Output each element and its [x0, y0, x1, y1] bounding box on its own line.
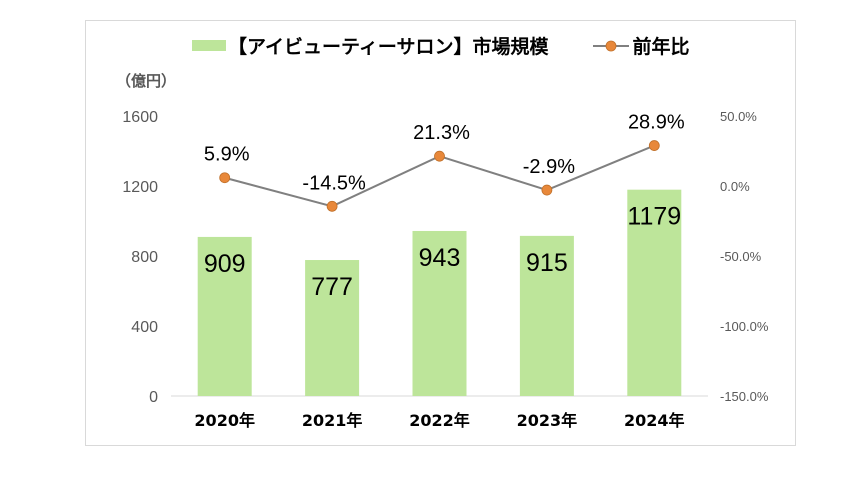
left-axis-tick: 1200 [122, 179, 158, 196]
bar [627, 189, 682, 396]
bar [305, 260, 360, 396]
x-axis-tick: 2022年 [409, 411, 470, 430]
line-data-label: -14.5% [302, 172, 366, 194]
line-marker [326, 200, 338, 212]
bar [197, 236, 252, 396]
right-axis-tick: -50.0% [720, 249, 762, 264]
bar-data-label: 1179 [627, 203, 681, 231]
legend-line-marker-icon [592, 40, 629, 51]
bar [519, 235, 574, 396]
bar-data-label: 943 [419, 244, 461, 272]
line-marker [541, 184, 553, 196]
x-axis-tick: 2020年 [194, 411, 255, 430]
left-axis-tick: 400 [131, 319, 158, 336]
right-axis-tick: 0.0% [720, 179, 750, 194]
bar [412, 230, 467, 396]
x-axis-tick: 2023年 [517, 411, 578, 430]
left-axis-tick: 800 [131, 249, 158, 266]
bar-data-label: 915 [526, 249, 568, 277]
x-axis-tick: 2021年 [302, 411, 363, 430]
line-data-label: 5.9% [204, 144, 250, 166]
legend: 【アイビューティーサロン】市場規模 前年比 [192, 32, 690, 59]
line-data-label: -2.9% [523, 156, 575, 178]
x-axis-tick: 2024年 [624, 411, 685, 430]
left-axis-tick: 1600 [122, 109, 158, 126]
unit-label: （億円） [116, 72, 177, 90]
line-data-label: 28.9% [628, 112, 685, 134]
bar-data-label: 909 [204, 250, 246, 278]
chart-frame [85, 20, 796, 446]
right-axis-tick: -150.0% [720, 389, 769, 404]
right-axis-tick: -100.0% [720, 319, 769, 334]
bar-data-label: 777 [311, 273, 353, 301]
legend-bar-label: 【アイビューティーサロン】市場規模 [228, 36, 549, 58]
line-marker [219, 172, 231, 184]
right-axis-tick: 50.0% [720, 109, 757, 124]
legend-line-label: 前年比 [632, 36, 690, 58]
line-data-label: 21.3% [413, 122, 470, 144]
line-marker [434, 150, 445, 162]
left-axis-tick: 0 [149, 389, 158, 406]
line-marker [648, 140, 660, 151]
legend-bar-swatch [192, 40, 226, 51]
